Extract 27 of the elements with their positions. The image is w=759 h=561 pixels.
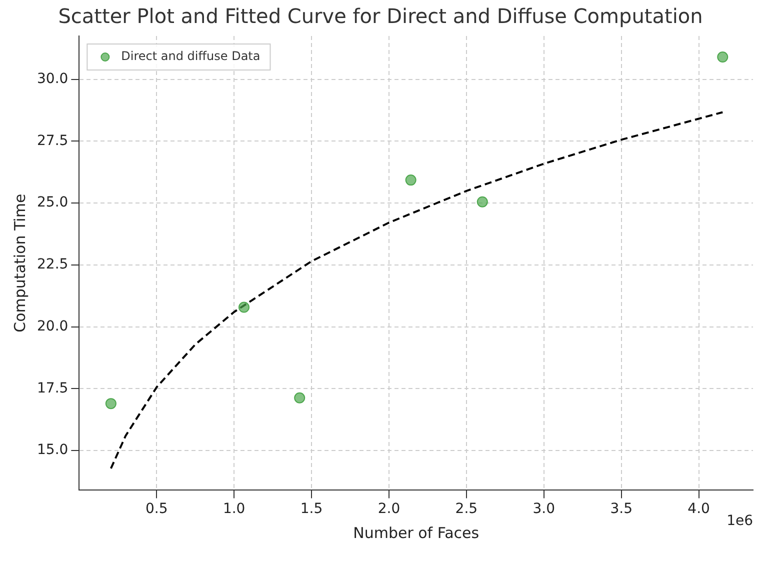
point xyxy=(238,302,250,313)
x-tick-label: 1.5 xyxy=(300,501,323,518)
x-axis-title: Number of Faces xyxy=(353,524,480,542)
point xyxy=(405,174,416,186)
x-tick-label: 0.5 xyxy=(145,501,168,518)
y-tick-label: 17.5 xyxy=(37,380,68,396)
y-tick-label: 25.0 xyxy=(37,194,68,211)
point xyxy=(105,398,116,410)
x-tick-label: 1.0 xyxy=(222,501,246,518)
point xyxy=(717,52,728,63)
y-tick-label: 27.5 xyxy=(37,132,68,149)
y-axis-title: Computation Time xyxy=(10,194,29,332)
x-tick-label: 4.0 xyxy=(688,501,710,518)
line-series xyxy=(110,111,724,470)
y-tick-label: 30.0 xyxy=(37,70,68,87)
legend-label: Direct and diffuse Data xyxy=(121,49,260,64)
y-tick-label: 15.0 xyxy=(37,442,68,458)
x-tick-label: 3.5 xyxy=(610,501,632,518)
x-tick-label: 3.0 xyxy=(532,501,556,518)
y-tick-label: 20.0 xyxy=(37,318,68,334)
point xyxy=(476,196,488,208)
text: 1e6 xyxy=(726,512,754,529)
y-tick-label: 22.5 xyxy=(37,256,68,273)
chart-title: Scatter Plot and Fitted Curve for Direct and Diffuse Computation xyxy=(58,4,703,28)
x-tick-label: 2.0 xyxy=(378,501,400,518)
point xyxy=(294,392,306,404)
x-tick-label: 2.5 xyxy=(455,501,478,518)
